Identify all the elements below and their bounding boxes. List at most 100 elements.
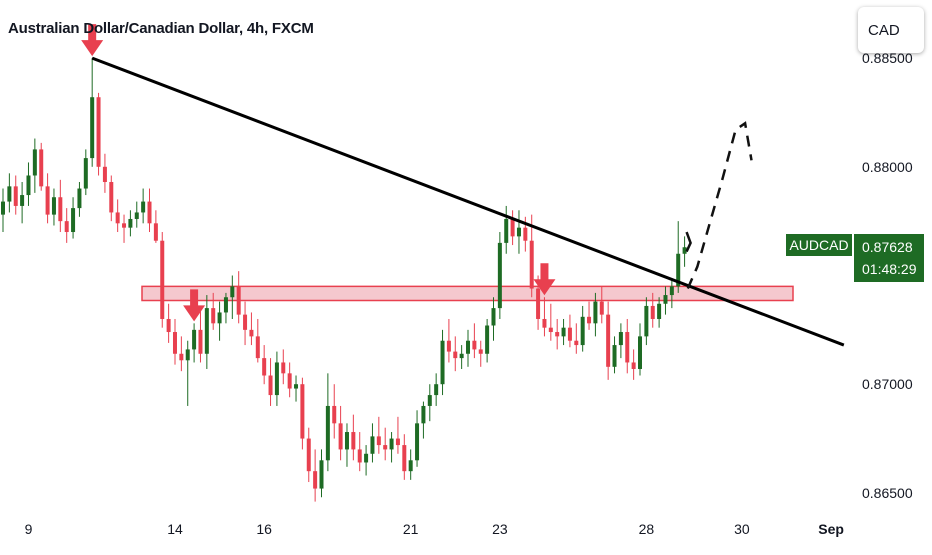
candle	[618, 323, 623, 359]
candle	[1, 188, 5, 233]
candle-body	[172, 332, 177, 354]
candle	[446, 318, 451, 363]
candle	[593, 292, 598, 337]
candle	[306, 427, 311, 483]
candle	[548, 303, 553, 341]
candle	[427, 384, 432, 422]
candle-body	[26, 175, 31, 196]
candle-body	[236, 286, 241, 315]
candle	[230, 275, 235, 319]
candle	[587, 301, 592, 330]
candle	[26, 162, 31, 206]
candle-body	[338, 423, 343, 450]
candle	[255, 318, 260, 363]
candle	[625, 318, 630, 374]
candle	[115, 199, 120, 233]
currency-button[interactable]: CAD	[858, 7, 924, 53]
x-tick-label: 28	[639, 521, 655, 537]
candle-body	[351, 432, 356, 450]
candle-body	[223, 297, 228, 313]
x-tick-label: 16	[256, 521, 272, 537]
candle	[20, 182, 25, 224]
candle-body	[542, 318, 547, 328]
candle-body	[529, 240, 534, 289]
candle-body	[574, 340, 579, 346]
projection-path	[686, 121, 753, 290]
candle	[370, 423, 375, 463]
candle	[466, 329, 471, 367]
candle	[574, 323, 579, 354]
candle-body	[408, 460, 413, 472]
candle	[192, 323, 197, 363]
candle-body	[90, 97, 95, 159]
candle-body	[71, 208, 76, 233]
candle-body	[383, 445, 388, 450]
candle	[344, 423, 349, 467]
candle-body	[115, 212, 120, 224]
candle-body	[523, 227, 528, 241]
candle-body	[478, 349, 483, 354]
candle	[682, 236, 687, 267]
candle	[160, 232, 165, 328]
down-arrow-icon	[533, 263, 556, 296]
candle-body	[332, 405, 337, 424]
candle-body	[631, 362, 636, 369]
candle-body	[192, 329, 197, 350]
candle	[287, 362, 292, 398]
candle-body	[580, 316, 585, 346]
candle-body	[669, 286, 674, 296]
candle-body	[134, 212, 139, 219]
x-tick-label: Sep	[818, 521, 844, 537]
candle-body	[446, 340, 451, 352]
candle	[440, 329, 445, 396]
candle-body	[77, 188, 82, 209]
candle-body	[211, 308, 216, 324]
candle	[153, 210, 158, 243]
candle-body	[676, 253, 681, 287]
candle	[638, 323, 642, 376]
candle-body	[45, 186, 50, 215]
candle-body	[389, 438, 394, 450]
last-price-value: 0.87628	[862, 239, 913, 255]
candle	[478, 340, 483, 367]
candle-body	[510, 218, 515, 237]
candle-body	[128, 218, 133, 228]
candle-body	[357, 449, 362, 463]
candle	[51, 188, 56, 226]
x-tick-label: 21	[403, 521, 419, 537]
candle	[134, 201, 139, 228]
x-tick-label: 14	[167, 521, 183, 537]
candle-body	[567, 327, 572, 341]
candle-body	[243, 314, 248, 330]
candle-body	[102, 166, 107, 183]
candle	[472, 323, 477, 359]
candle-body	[638, 336, 642, 369]
candle	[669, 279, 674, 309]
candle-body	[548, 327, 553, 333]
candle-body	[593, 301, 598, 324]
candle-body	[459, 353, 464, 359]
candle-body	[491, 308, 496, 326]
candle	[128, 210, 133, 237]
candle	[529, 214, 534, 298]
candle	[243, 301, 248, 346]
candle-body	[1, 201, 5, 215]
symbol-name-label: AUDCAD	[786, 234, 852, 256]
candle-body	[204, 308, 209, 354]
candle	[217, 301, 222, 341]
projection-tick	[685, 231, 692, 253]
candle	[338, 405, 343, 461]
candle	[351, 414, 356, 461]
candle	[166, 303, 171, 343]
currency-button-label: CAD	[868, 21, 900, 39]
candle	[102, 153, 107, 193]
candle-body	[650, 305, 655, 319]
candle-body	[141, 201, 146, 213]
candle-body	[179, 353, 184, 361]
candle-body	[7, 186, 12, 202]
candle	[389, 432, 394, 463]
candle-body	[160, 240, 165, 319]
candle-body	[402, 445, 407, 472]
